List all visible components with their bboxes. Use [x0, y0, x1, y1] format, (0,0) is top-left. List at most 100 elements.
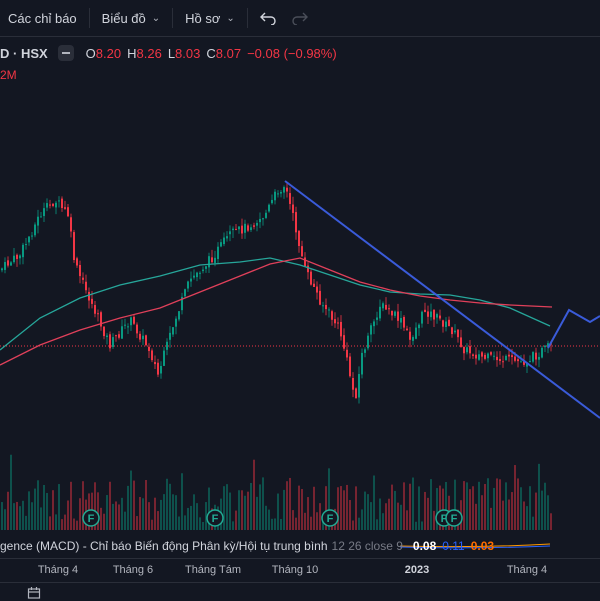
candle-body: [31, 235, 33, 237]
chart-menu-button[interactable]: Biểu đồ ⌄: [94, 0, 168, 37]
volume-bar: [463, 481, 465, 530]
volume-bar: [286, 481, 288, 530]
volume-bar: [310, 516, 312, 530]
candle-body: [385, 304, 387, 310]
candle-body: [307, 265, 309, 273]
low-key: L: [167, 45, 176, 61]
volume-bar: [4, 509, 6, 530]
volume-bar: [223, 486, 225, 530]
volume-bar: [496, 478, 498, 530]
candle-body: [277, 193, 279, 195]
volume-bar: [133, 480, 135, 530]
volume-bar: [481, 495, 483, 530]
candle-body: [97, 313, 99, 315]
high-value: 8.26: [136, 45, 162, 61]
volume-bar: [190, 505, 192, 530]
candle-body: [466, 347, 468, 353]
candle-body: [175, 318, 177, 327]
macd-histogram-value: 0.03: [470, 539, 495, 553]
time-axis[interactable]: Tháng 4 Tháng 6 Tháng Tám Tháng 10 2023 …: [0, 558, 600, 581]
volume-bar: [370, 502, 372, 530]
candle-body: [532, 352, 534, 362]
volume-bar: [517, 478, 519, 530]
volume-bar: [19, 506, 21, 530]
time-tick-year: 2023: [404, 564, 430, 576]
candle-body: [286, 187, 288, 192]
candle-body: [202, 269, 204, 272]
volume-bar: [475, 503, 477, 530]
volume-bar: [178, 516, 180, 530]
candle-body: [421, 311, 423, 324]
candle-body: [427, 311, 429, 317]
volume-bar: [67, 500, 69, 530]
volume-bar: [298, 485, 300, 530]
candle-body: [457, 329, 459, 338]
candle-body: [241, 225, 243, 234]
event-marker-f[interactable]: F: [206, 509, 224, 527]
candle-body: [433, 309, 435, 320]
candle-body: [250, 227, 252, 231]
candle-body: [346, 349, 348, 358]
collapse-legend-button[interactable]: [57, 45, 74, 61]
candle-body: [409, 331, 411, 340]
macd-signal-value: 0.11: [442, 539, 465, 553]
volume-bar: [391, 484, 393, 530]
volume-bar: [256, 496, 258, 530]
candle-body: [55, 202, 57, 208]
volume-bar: [166, 478, 168, 530]
macd-legend: gence (MACD) - Chỉ báo Biến động Phân kỳ…: [0, 538, 600, 554]
candle-body: [325, 304, 327, 310]
redo-icon: [292, 12, 308, 25]
candle-body: [103, 326, 105, 337]
projection-path-drawing[interactable]: [547, 308, 600, 349]
volume-bar: [535, 492, 537, 530]
toolbar-divider: [172, 8, 174, 28]
volume-bar: [115, 501, 117, 530]
candle-body: [160, 365, 162, 374]
candle-body: [262, 218, 264, 220]
candle-body: [232, 228, 234, 231]
macd-title[interactable]: gence (MACD) - Chỉ báo Biến động Phân kỳ…: [0, 539, 328, 553]
event-marker-f[interactable]: F: [82, 509, 100, 527]
volume-bar: [376, 519, 378, 530]
candle-body: [235, 228, 237, 230]
volume-bar: [268, 509, 270, 530]
candle-body: [265, 212, 267, 218]
candle-body: [229, 231, 231, 235]
candle-body: [196, 272, 198, 278]
volume-bar: [139, 496, 141, 530]
candle-body: [487, 353, 489, 359]
volume-bar: [34, 488, 36, 530]
candle-body: [520, 361, 522, 363]
bottom-toolbar: [0, 582, 600, 601]
toolbar-divider: [88, 8, 90, 28]
calendar-icon[interactable]: [27, 586, 41, 600]
redo-button[interactable]: [284, 0, 316, 37]
candle-body: [388, 308, 390, 310]
indicators-button[interactable]: Các chỉ báo: [0, 0, 85, 37]
candle-body: [499, 358, 501, 361]
event-marker-f[interactable]: F: [445, 509, 463, 527]
candle-body: [85, 281, 87, 291]
profile-menu-button[interactable]: Hồ sơ ⌄: [177, 0, 243, 37]
volume-bar: [1, 502, 3, 530]
undo-button[interactable]: [252, 0, 284, 37]
candle-body: [40, 216, 42, 218]
candle-body: [526, 363, 528, 367]
volume-bar: [349, 500, 351, 530]
candle-body: [547, 343, 549, 347]
candle-body: [7, 260, 9, 266]
candle-body: [64, 207, 66, 209]
event-marker-f[interactable]: F: [321, 509, 339, 527]
trendline-drawing[interactable]: [284, 180, 600, 419]
candle-body: [151, 350, 153, 361]
candle-body: [58, 200, 60, 202]
candle-body: [142, 335, 144, 340]
candle-body: [391, 311, 393, 316]
volume-bar: [136, 516, 138, 530]
candle-body: [511, 355, 513, 358]
symbol-name[interactable]: D · HSX: [0, 45, 48, 61]
candle-body: [415, 327, 417, 339]
